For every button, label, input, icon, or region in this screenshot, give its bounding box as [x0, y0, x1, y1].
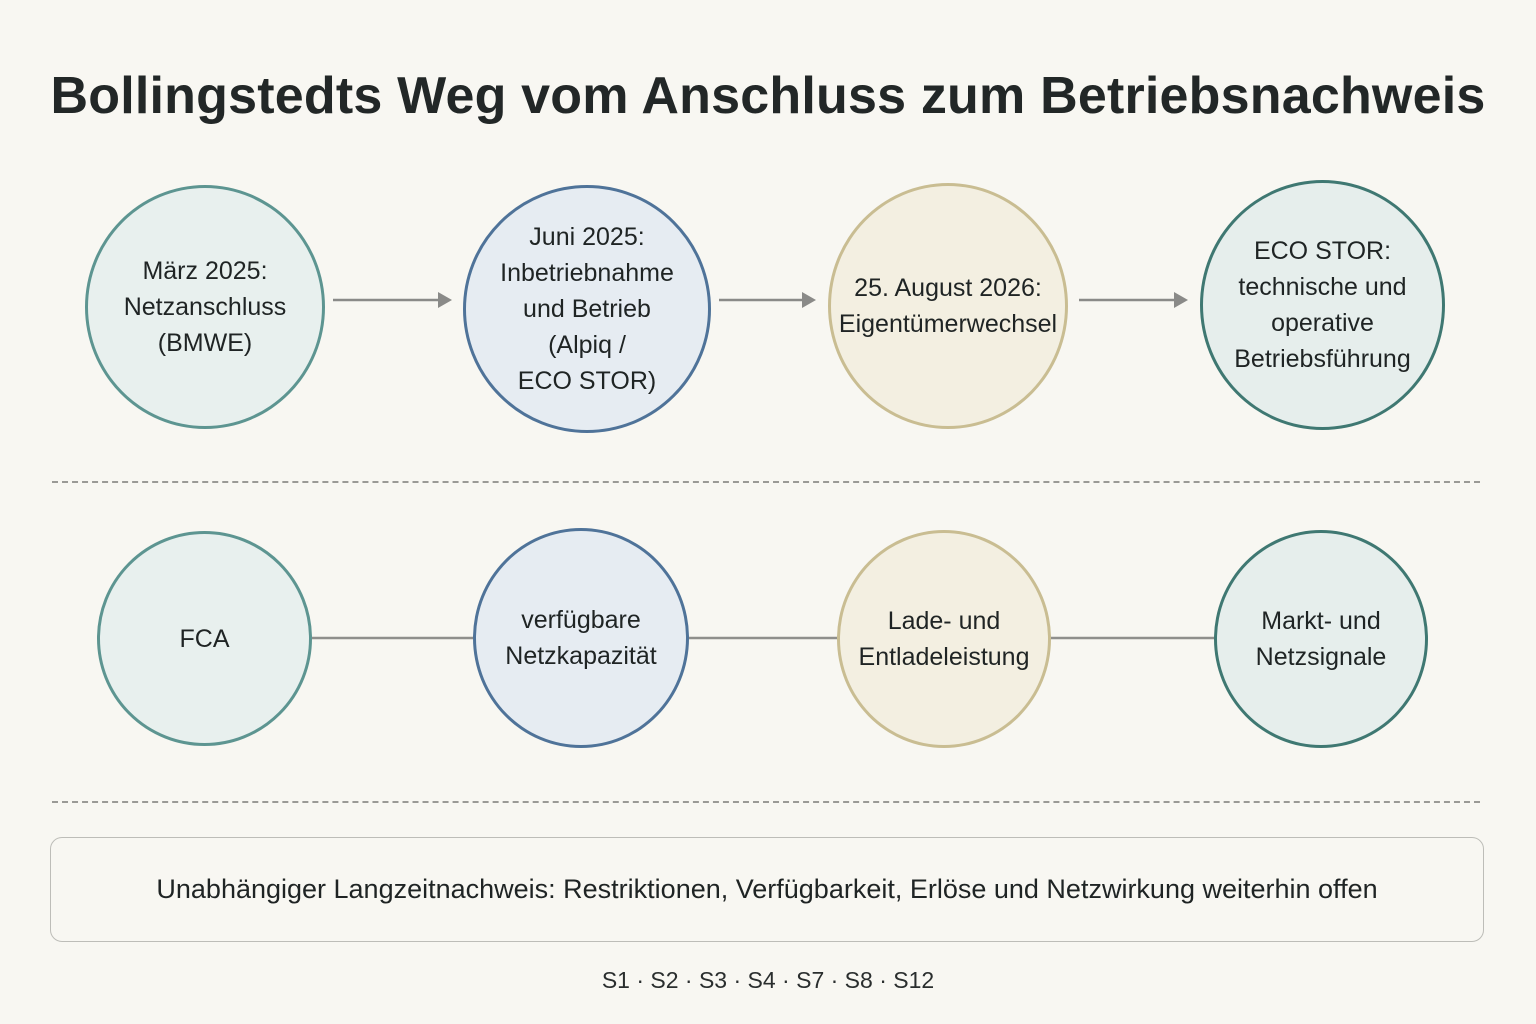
- section-divider-2: [52, 801, 1480, 803]
- source-references: S1 · S2 · S3 · S4 · S7 · S8 · S12: [601, 967, 935, 993]
- timeline-node-label: ECO STOR: technische und operative Betri…: [1234, 237, 1411, 373]
- section-divider-1: [52, 481, 1480, 483]
- factor-node-label: verfügbare Netzkapazität: [505, 606, 657, 670]
- arrow-1-head: [438, 292, 452, 308]
- factor-node-fca: FCA: [97, 531, 312, 746]
- factor-node-netzkapazitaet: verfügbare Netzkapazität: [473, 528, 689, 748]
- arrow-2-head: [802, 292, 816, 308]
- timeline-node-inbetriebnahme: Juni 2025: Inbetriebnahme und Betrieb (A…: [463, 185, 711, 433]
- factor-node-label: FCA: [179, 624, 230, 653]
- timeline-node-label: 25. August 2026: Eigentümerwechsel: [838, 274, 1058, 338]
- factor-node-signale: Markt- und Netzsignale: [1214, 530, 1428, 748]
- conclusion-box: Unabhängiger Langzeitnachweis: Restrikti…: [50, 837, 1484, 942]
- conclusion-text: Unabhängiger Langzeitnachweis: Restrikti…: [156, 874, 1378, 904]
- factor-node-label: Lade- und Entladeleistung: [858, 607, 1030, 671]
- timeline-node-label: Juni 2025: Inbetriebnahme und Betrieb (A…: [500, 223, 674, 395]
- timeline-node-betriebsfuehrung: ECO STOR: technische und operative Betri…: [1200, 180, 1445, 430]
- factor-node-label: Markt- und Netzsignale: [1255, 607, 1387, 671]
- timeline-node-label: März 2025: Netzanschluss (BMWE): [123, 257, 287, 357]
- diagram-title: Bollingstedts Weg vom Anschluss zum Betr…: [50, 67, 1486, 125]
- timeline-node-eigentuemerwechsel: 25. August 2026: Eigentümerwechsel: [828, 183, 1068, 429]
- timeline-node-netzanschluss: März 2025: Netzanschluss (BMWE): [85, 185, 325, 429]
- arrow-3-head: [1174, 292, 1188, 308]
- factor-node-leistung: Lade- und Entladeleistung: [837, 530, 1051, 748]
